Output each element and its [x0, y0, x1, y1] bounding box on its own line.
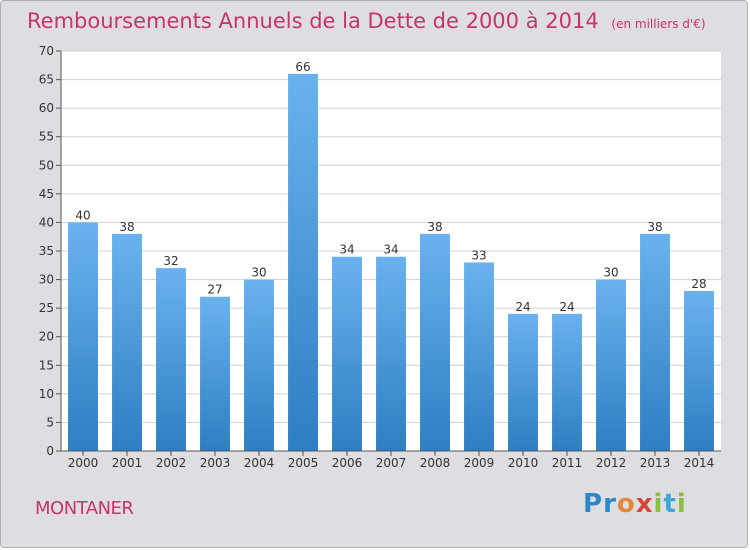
bar-2013: [640, 233, 670, 451]
y-tick-label: 50: [39, 158, 54, 172]
bar-2011: [552, 313, 582, 451]
data-label-2001: 38: [119, 220, 134, 234]
x-tick-label: 2014: [684, 456, 715, 470]
data-label-2013: 38: [647, 220, 662, 234]
data-label-2011: 24: [559, 300, 574, 314]
y-tick-label: 35: [39, 244, 54, 258]
y-tick-label: 25: [39, 301, 54, 315]
x-tick-label: 2007: [376, 456, 407, 470]
y-tick-label: 40: [39, 215, 54, 229]
data-label-2007: 34: [383, 243, 398, 257]
data-label-2005: 66: [295, 60, 310, 74]
y-tick-label: 60: [39, 101, 54, 115]
bar-2009: [464, 262, 494, 451]
data-label-2012: 30: [603, 266, 618, 280]
x-tick-label: 2004: [244, 456, 275, 470]
chart-title: Remboursements Annuels de la Dette de 20…: [27, 9, 706, 33]
x-tick-label: 2010: [508, 456, 539, 470]
y-tick-label: 10: [39, 387, 54, 401]
bar-2008: [420, 233, 450, 451]
x-tick-label: 2009: [464, 456, 495, 470]
bar-2003: [200, 296, 230, 451]
data-label-2004: 30: [251, 266, 266, 280]
y-tick-label: 5: [46, 415, 54, 429]
y-tick-label: 20: [39, 330, 54, 344]
bar-2002: [156, 268, 186, 451]
bar-2000: [68, 222, 98, 451]
chart-title-text: Remboursements Annuels de la Dette de 20…: [27, 9, 599, 33]
y-tick-label: 0: [46, 444, 54, 458]
bar-2006: [332, 256, 362, 451]
x-tick-label: 2001: [112, 456, 143, 470]
x-tick-label: 2012: [596, 456, 627, 470]
y-tick-label: 45: [39, 187, 54, 201]
x-tick-label: 2002: [156, 456, 187, 470]
chart-unit: (en milliers d'€): [611, 17, 706, 31]
x-tick-label: 2011: [552, 456, 583, 470]
data-label-2010: 24: [515, 300, 530, 314]
place-name: MONTANER: [35, 498, 134, 519]
bar-2014: [684, 291, 714, 451]
x-tick-label: 2008: [420, 456, 451, 470]
data-label-2008: 38: [427, 220, 442, 234]
data-label-2000: 40: [75, 208, 90, 222]
y-tick-label: 30: [39, 273, 54, 287]
bar-2004: [244, 279, 274, 451]
bar-2012: [596, 279, 626, 451]
y-tick-label: 65: [39, 73, 54, 87]
data-label-2014: 28: [691, 277, 706, 291]
data-label-2002: 32: [163, 254, 178, 268]
data-label-2006: 34: [339, 243, 354, 257]
y-tick-label: 55: [39, 130, 54, 144]
bar-2005: [288, 73, 318, 451]
proxiti-logo: Proxiti: [583, 489, 687, 519]
x-tick-label: 2000: [68, 456, 99, 470]
x-tick-label: 2013: [640, 456, 671, 470]
bar-2001: [112, 233, 142, 451]
x-tick-label: 2005: [288, 456, 319, 470]
bar-2010: [508, 313, 538, 451]
data-label-2009: 33: [471, 248, 486, 262]
y-tick-label: 15: [39, 358, 54, 372]
y-tick-label: 70: [39, 44, 54, 58]
x-tick-label: 2003: [200, 456, 231, 470]
data-label-2003: 27: [207, 283, 222, 297]
bar-2007: [376, 256, 406, 451]
x-tick-label: 2006: [332, 456, 363, 470]
